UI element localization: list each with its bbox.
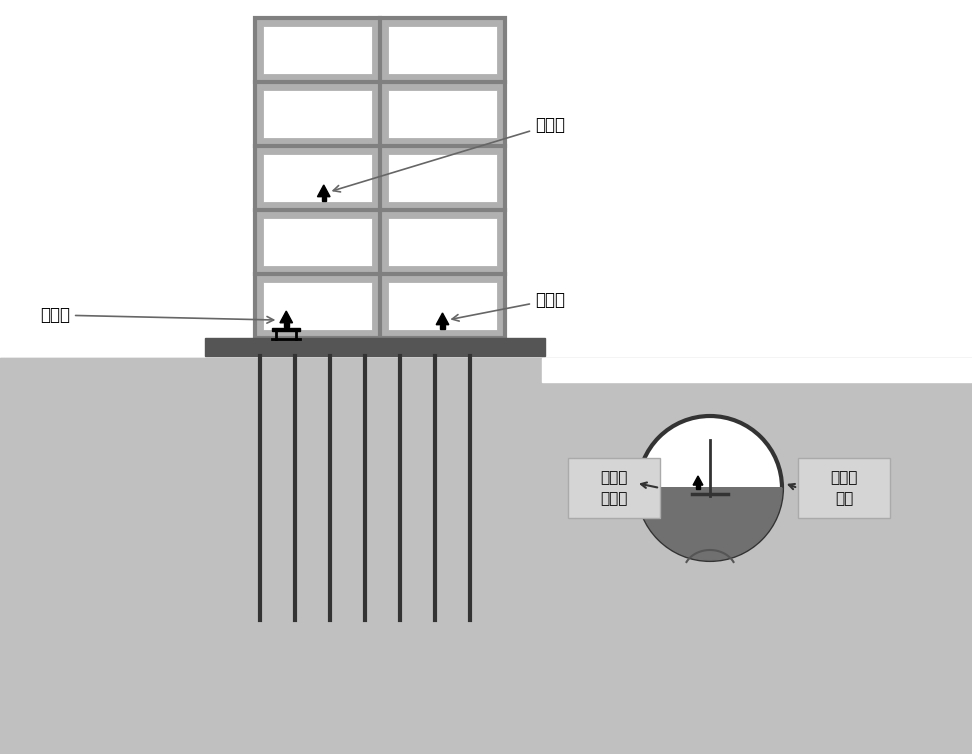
Bar xyxy=(263,26,372,74)
Text: 传感器: 传感器 xyxy=(452,291,565,321)
Polygon shape xyxy=(638,488,782,560)
Text: 传感器: 传感器 xyxy=(333,116,565,192)
Bar xyxy=(0,358,972,754)
Polygon shape xyxy=(318,185,330,197)
Bar xyxy=(568,458,660,518)
Bar xyxy=(798,458,890,518)
Bar xyxy=(205,338,545,356)
Bar xyxy=(696,485,700,489)
Bar xyxy=(388,26,497,74)
Text: 脉冲锤
击力: 脉冲锤 击力 xyxy=(830,470,857,506)
Bar xyxy=(388,154,497,202)
Bar xyxy=(263,282,372,330)
Bar xyxy=(255,18,505,338)
Circle shape xyxy=(638,416,782,560)
Bar xyxy=(0,358,542,754)
Bar xyxy=(542,358,972,382)
Polygon shape xyxy=(693,476,703,485)
Text: 传感器: 传感器 xyxy=(40,306,273,324)
Polygon shape xyxy=(280,311,293,323)
Bar xyxy=(272,328,300,331)
Bar xyxy=(542,382,972,754)
Bar xyxy=(322,197,326,201)
Bar xyxy=(263,154,372,202)
Bar xyxy=(263,90,372,138)
Bar xyxy=(388,90,497,138)
Bar xyxy=(440,325,445,329)
Bar xyxy=(388,218,497,266)
Polygon shape xyxy=(436,313,449,325)
Text: 隧道壁
传感器: 隧道壁 传感器 xyxy=(601,470,628,506)
Bar xyxy=(263,218,372,266)
Bar xyxy=(388,282,497,330)
Bar xyxy=(284,323,289,327)
